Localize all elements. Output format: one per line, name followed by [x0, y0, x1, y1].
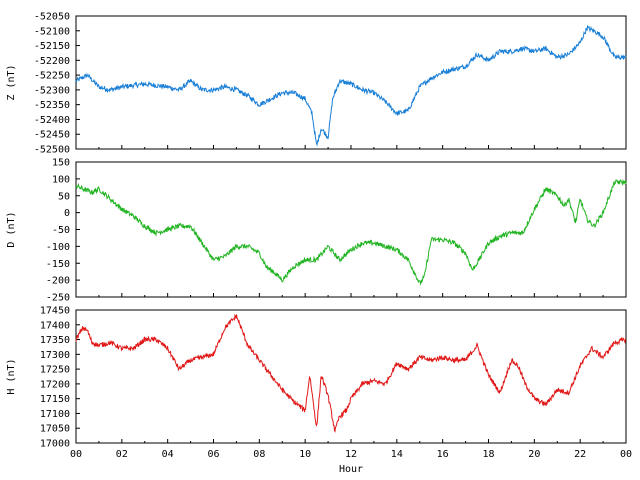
y-tick-label: 100 — [52, 174, 70, 185]
y-axis-label: H (nT) — [6, 358, 17, 394]
y-tick-label: -52500 — [34, 145, 70, 156]
y-tick-label: 0 — [64, 208, 70, 219]
x-tick-label: 20 — [528, 449, 540, 460]
y-tick-label: 17250 — [40, 365, 70, 376]
y-tick-label: -52100 — [34, 26, 70, 37]
x-tick-label: 16 — [437, 449, 449, 460]
y-tick-label: -52050 — [34, 12, 70, 23]
y-tick-label: 17400 — [40, 320, 70, 331]
y-tick-label: -52450 — [34, 130, 70, 141]
y-tick-label: -150 — [46, 259, 70, 270]
panel-frame — [75, 309, 627, 444]
y-tick-label: -100 — [46, 242, 70, 253]
y-tick-label: 17300 — [40, 350, 70, 361]
panel-frame — [75, 161, 627, 298]
y-tick-label: -52300 — [34, 85, 70, 96]
y-tick-label: 17450 — [40, 306, 70, 317]
y-tick-label: -52350 — [34, 100, 70, 111]
y-tick-label: 17000 — [40, 439, 70, 450]
x-tick-label: 14 — [391, 449, 403, 460]
x-axis-label: Hour — [339, 464, 363, 475]
y-tick-label: -52250 — [34, 71, 70, 82]
x-tick-label: 00 — [620, 449, 632, 460]
y-tick-label: 150 — [52, 158, 70, 169]
y-tick-label: 17350 — [40, 335, 70, 346]
x-tick-label: 12 — [345, 449, 357, 460]
x-tick-label: 06 — [207, 449, 219, 460]
y-axis-label: D (nT) — [6, 211, 17, 247]
y-tick-label: 17050 — [40, 424, 70, 435]
y-tick-label: 17100 — [40, 409, 70, 420]
y-tick-label: -52400 — [34, 115, 70, 126]
x-tick-label: 08 — [253, 449, 265, 460]
y-tick-label: -250 — [46, 293, 70, 304]
x-tick-label: 22 — [574, 449, 586, 460]
y-tick-label: -52150 — [34, 41, 70, 52]
y-tick-label: 17200 — [40, 379, 70, 390]
x-tick-label: 04 — [162, 449, 174, 460]
series-line — [75, 313, 627, 433]
y-tick-label: -52200 — [34, 56, 70, 67]
y-tick-label: 17150 — [40, 394, 70, 405]
x-tick-label: 00 — [70, 449, 82, 460]
y-tick-label: -200 — [46, 276, 70, 287]
x-tick-label: 10 — [299, 449, 311, 460]
series-line — [75, 178, 627, 286]
x-tick-label: 02 — [116, 449, 128, 460]
series-line — [75, 24, 627, 147]
y-axis-label: Z (nT) — [6, 64, 17, 100]
y-tick-label: 50 — [58, 191, 70, 202]
x-tick-label: 18 — [482, 449, 494, 460]
y-tick-label: -50 — [52, 225, 70, 236]
